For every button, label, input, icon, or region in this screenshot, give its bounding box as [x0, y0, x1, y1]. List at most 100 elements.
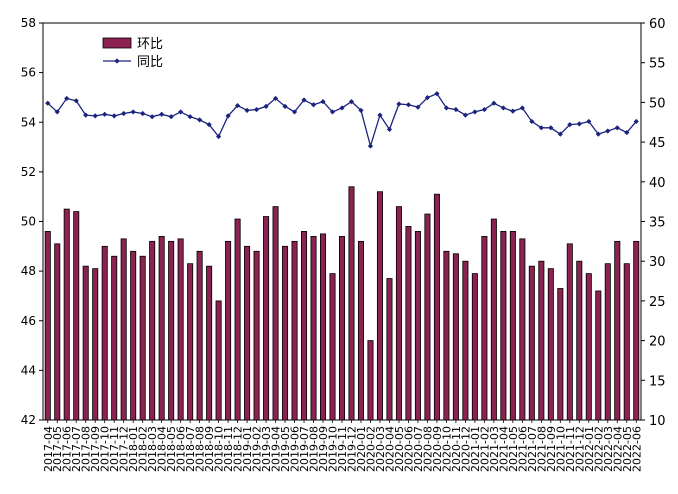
point-tongbi [225, 113, 231, 119]
bar-huanbi [509, 231, 516, 421]
point-tongbi [576, 121, 582, 127]
x-tick-label: 2019-12 [345, 426, 358, 472]
point-tongbi [567, 122, 573, 128]
x-tick-label: 2018-09 [203, 426, 216, 472]
bar-huanbi [585, 273, 592, 421]
y-right-tick-label: 60 [649, 17, 666, 32]
x-tick-label: 2018-05 [165, 426, 178, 472]
bar-huanbi [111, 255, 118, 421]
point-tongbi [434, 91, 440, 97]
point-tongbi [339, 105, 345, 111]
bar-huanbi [329, 273, 336, 421]
point-tongbi [586, 118, 592, 125]
x-tick-label: 2021-09 [545, 426, 558, 472]
x-tick-label: 2020-08 [421, 426, 434, 472]
point-tongbi [282, 103, 288, 109]
x-tick-label: 2020-07 [412, 426, 425, 472]
point-tongbi [443, 105, 450, 111]
bar-huanbi [604, 263, 611, 421]
legend-swatch-huanbi [102, 37, 132, 49]
point-tongbi [595, 131, 601, 137]
bar-huanbi [633, 240, 640, 421]
y-right-tick-label: 35 [649, 216, 666, 231]
bar-huanbi [73, 211, 80, 421]
line-layer [45, 91, 639, 149]
bar-huanbi [225, 240, 232, 421]
point-tongbi [424, 95, 431, 101]
bar-huanbi [367, 340, 374, 421]
x-tick-label: 2020-04 [383, 426, 396, 472]
x-tick-label: 2017-07 [70, 426, 83, 472]
x-tick-label: 2022-05 [621, 426, 634, 472]
y-left-tick-label: 46 [21, 314, 36, 328]
y-right-tick-label: 55 [649, 57, 666, 72]
x-tick-label: 2018-03 [146, 426, 159, 472]
bar-huanbi [282, 245, 289, 421]
x-tick-label: 2018-07 [184, 426, 197, 472]
y-right-tick-label: 10 [649, 414, 666, 429]
point-tongbi [130, 109, 136, 115]
x-tick-label: 2018-04 [156, 426, 169, 472]
x-tick-label: 2019-01 [241, 426, 254, 472]
bar-huanbi [376, 191, 383, 421]
x-tick-label: 2021-05 [507, 426, 520, 472]
x-tick-label: 2018-12 [232, 426, 245, 472]
x-tick-label: 2017-06 [61, 426, 74, 472]
bar-huanbi [149, 240, 156, 421]
y-right-tick-label: 30 [649, 255, 666, 270]
y-left-tick-label: 52 [21, 165, 36, 179]
bar-huanbi [452, 253, 459, 421]
bar-huanbi [338, 235, 346, 421]
point-tongbi [386, 126, 393, 132]
x-tick-label: 2019-08 [308, 426, 321, 472]
point-tongbi [168, 114, 174, 120]
x-tick-label: 2020-03 [374, 426, 387, 472]
point-tongbi [291, 109, 298, 115]
point-tongbi [453, 106, 459, 113]
bar-huanbi [92, 268, 99, 421]
bar-huanbi [130, 250, 137, 421]
x-tick-label: 2017-10 [99, 426, 112, 472]
x-tick-label: 2019-02 [251, 426, 264, 472]
x-tick-label: 2022-03 [602, 426, 615, 472]
x-tick-label: 2020-11 [450, 426, 463, 472]
point-tongbi [111, 113, 117, 119]
x-tick-label: 2020-12 [459, 426, 472, 472]
point-tongbi [272, 95, 279, 102]
y-right-tick-label: 40 [649, 176, 666, 191]
point-tongbi [149, 114, 155, 120]
bar-huanbi [63, 208, 70, 421]
point-tongbi [348, 99, 355, 105]
point-tongbi [54, 109, 60, 115]
bar-huanbi [272, 206, 279, 421]
x-tick-label: 2017-09 [89, 426, 102, 472]
x-tick-label: 2018-10 [213, 426, 226, 472]
bar-huanbi [357, 240, 364, 421]
point-tongbi [197, 117, 203, 123]
bar-huanbi [101, 245, 108, 421]
point-tongbi [216, 133, 222, 140]
y-right-tick-label: 25 [649, 295, 666, 310]
y-right-tick-label: 45 [649, 136, 666, 151]
point-tongbi [472, 109, 478, 115]
bar-huanbi [547, 268, 554, 421]
x-tick-label: 2021-04 [497, 426, 510, 472]
point-tongbi [538, 125, 544, 131]
point-tongbi [329, 109, 336, 115]
bar-huanbi [443, 250, 450, 421]
x-tick-label: 2022-06 [630, 426, 643, 472]
x-tick-label: 2017-05 [51, 426, 64, 472]
point-tongbi [234, 102, 241, 109]
point-tongbi [45, 100, 51, 106]
bar-huanbi [490, 218, 497, 421]
point-tongbi [187, 114, 193, 120]
x-tick-label: 2021-02 [478, 426, 491, 472]
bar-huanbi [538, 260, 545, 421]
x-tick-label: 2019-06 [289, 426, 302, 472]
x-tick-label: 2019-07 [298, 426, 311, 472]
x-tick-label: 2019-09 [317, 426, 330, 472]
bar-huanbi [82, 265, 89, 421]
y-left-tick-label: 50 [21, 215, 36, 229]
